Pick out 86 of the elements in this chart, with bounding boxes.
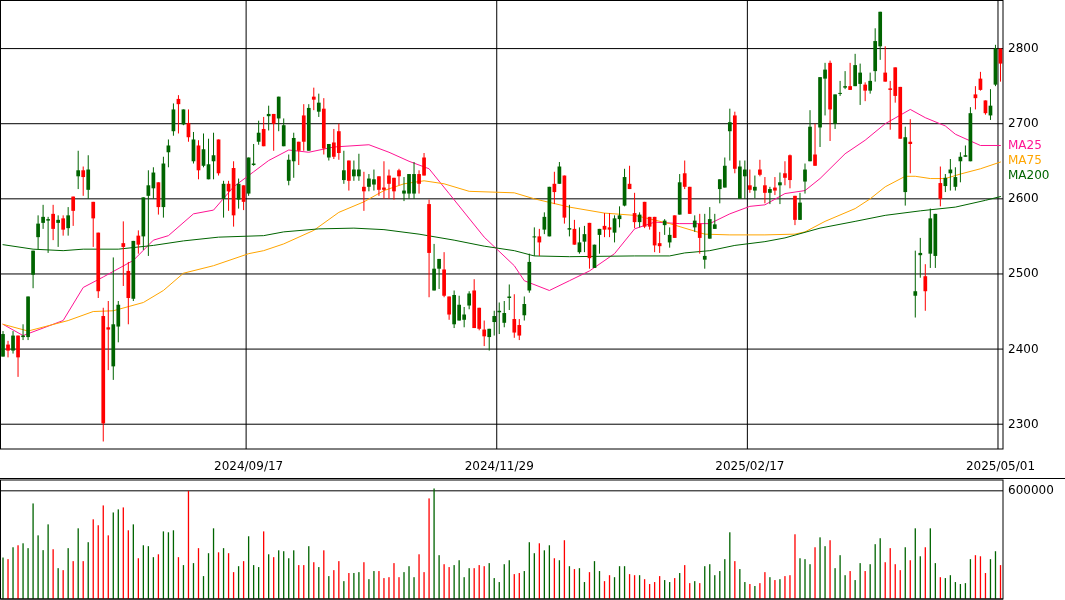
candlestick (512, 293, 517, 339)
candlestick (522, 295, 527, 322)
candlestick (362, 171, 366, 212)
x-tick-label: 2024/11/29 (464, 458, 534, 473)
candlestick (813, 123, 817, 167)
candlestick (316, 93, 321, 118)
candlestick (266, 105, 271, 131)
candlestick (507, 283, 512, 311)
candlestick (1, 330, 5, 358)
line-series (2, 161, 1001, 332)
candlestick (81, 166, 86, 197)
candlestick (86, 154, 91, 200)
candlestick (773, 176, 777, 196)
candlestick (537, 228, 542, 257)
candlestick (6, 340, 10, 358)
candlestick (447, 295, 451, 321)
candlestick (863, 81, 868, 102)
series-label: MA200 (1008, 167, 1050, 182)
candlestick (76, 150, 81, 190)
candlestick (56, 214, 60, 248)
candlestick (311, 87, 316, 111)
series-label: MA75 (1008, 152, 1042, 167)
candlestick (722, 157, 727, 189)
candlestick (607, 212, 612, 238)
candlestick (672, 214, 677, 239)
candlestick (913, 250, 918, 319)
candlestick (778, 172, 782, 205)
candlestick (938, 166, 943, 207)
candlestick (11, 330, 15, 355)
candlestick (261, 116, 266, 147)
y-tick-label: 2500 (1008, 266, 1039, 281)
candlestick (91, 201, 96, 248)
y-tick-label: 2400 (1008, 341, 1039, 356)
candlestick (397, 168, 401, 186)
candlestick (467, 290, 472, 310)
candlestick (281, 117, 286, 147)
y-tick-label: 2800 (1008, 41, 1039, 56)
candlestick (908, 118, 913, 174)
candlestick (16, 335, 20, 378)
candlestick (768, 186, 772, 205)
candlestick (763, 176, 767, 204)
y-tick-label: 2700 (1008, 116, 1039, 131)
candlestick (727, 108, 732, 162)
candlestick (843, 70, 847, 90)
candlestick (136, 229, 141, 255)
y-tick-label: 600000 (1008, 483, 1054, 498)
candlestick (36, 214, 40, 250)
candlestick (271, 113, 276, 152)
series-label: MA25 (1008, 137, 1042, 152)
candlestick (61, 214, 66, 237)
candlestick (697, 213, 702, 255)
candlestick (848, 62, 852, 91)
candlestick (918, 237, 923, 279)
candlestick (71, 196, 76, 227)
candlestick (276, 96, 281, 132)
candlestick (291, 132, 296, 179)
y-tick-label: 2300 (1008, 416, 1039, 431)
candlestick (753, 175, 757, 199)
candlestick (667, 226, 672, 249)
candlestick (482, 320, 487, 347)
candlestick (963, 144, 968, 158)
candlestick (798, 192, 802, 221)
candlestick (923, 263, 928, 312)
candlestick (868, 72, 873, 95)
candlestick (748, 169, 752, 194)
candlestick (437, 258, 441, 290)
candlestick (432, 243, 436, 291)
candlestick (682, 160, 687, 190)
x-tick-label: 2025/02/17 (715, 458, 785, 473)
candlestick (803, 163, 807, 195)
candlestick (66, 206, 71, 237)
candlestick (567, 204, 572, 237)
y-tick-label: 2600 (1008, 191, 1039, 206)
candlestick (883, 45, 888, 83)
candlestick (336, 123, 341, 161)
candlestick (758, 159, 762, 177)
candlestick (121, 220, 126, 287)
candlestick (347, 160, 351, 192)
candlestick (51, 204, 55, 241)
candlestick (502, 300, 507, 328)
line-series (2, 108, 1001, 337)
x-tick-label: 2025/05/01 (965, 458, 1036, 473)
x-tick-label: 2024/09/17 (214, 458, 284, 473)
candlestick (838, 80, 842, 97)
candlestick (492, 310, 497, 337)
candlestick (342, 150, 346, 185)
